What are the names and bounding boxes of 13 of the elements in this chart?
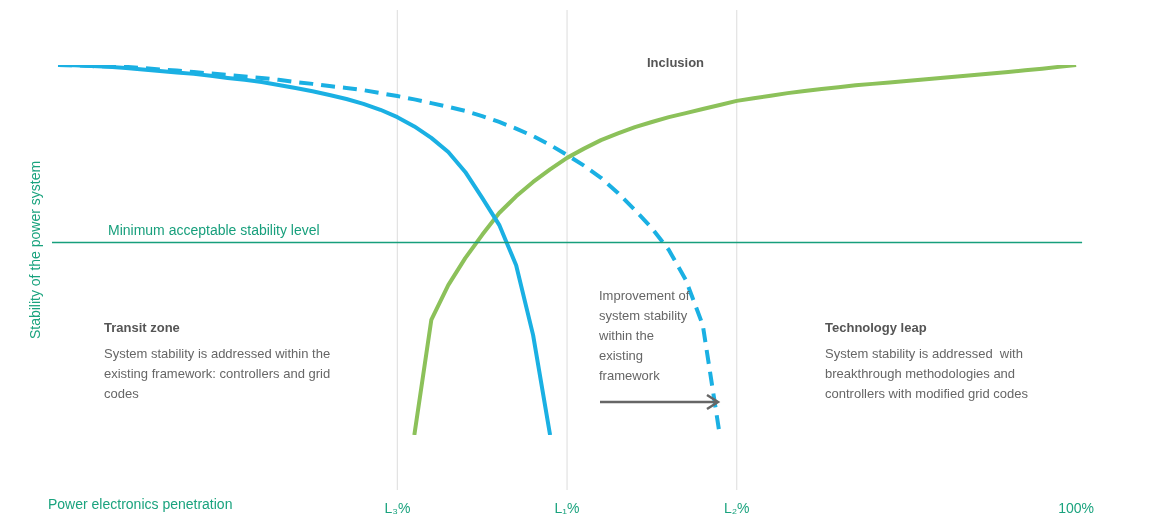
annotation: Technology leap [825,319,928,337]
x-tick-label: L₃% [384,500,411,515]
x-tick-label: L₁% [554,500,580,515]
annotation: Improvement of system stability within the existing framework [599,287,691,385]
y-axis-title: Stability of the power system [26,160,43,340]
ref-line-label: Minimum acceptable stability level [108,222,320,239]
x-axis-title: Power electronics penetration [48,495,233,512]
x-tick-label: 100% [1058,500,1094,515]
annotation: Transit zone [104,319,181,337]
annotation: System stability is addressed within the existing framework: controllers and grid codes [104,345,332,403]
x-tick-label: L₂% [723,500,750,515]
annotation: Inclusion [647,54,706,72]
annotation: System stability is addressed with breakthrough methodologies and controllers with modified grid codes [825,345,1030,403]
